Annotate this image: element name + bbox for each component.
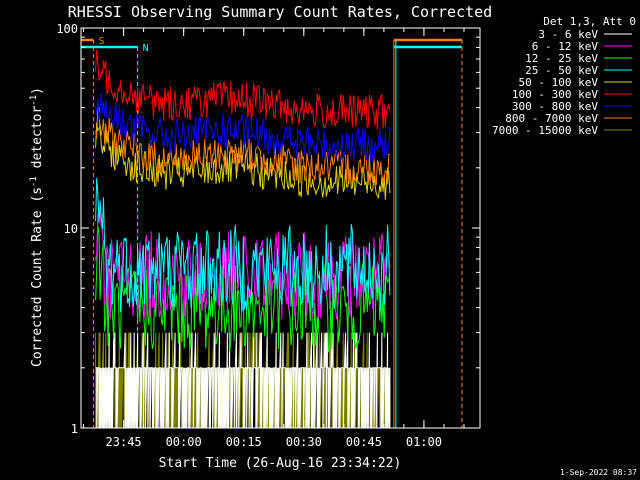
x-tick-label: 00:45 [346,435,382,449]
legend-label: 7000 - 15000 keV [492,124,598,137]
legend-label: 25 - 50 keV [525,64,598,77]
y-tick-label: 100 [56,22,78,36]
y-axis-label: Corrected Count Rate (s-1 detector-1) [29,87,45,367]
series-line-800-7000kev [95,105,391,186]
svg-text:Corrected Count Rate (s-1 dete: Corrected Count Rate (s-1 detector-1) [29,87,45,367]
footer-timestamp: 1-Sep-2022 08:37 [560,468,637,477]
y-tick-label: 1 [71,422,78,436]
legend-title: Det 1,3, Att 0 [543,15,636,28]
y-label-sup2: -1 [29,95,39,106]
legend-label: 12 - 25 keV [525,52,598,65]
legend-label: 6 - 12 keV [532,40,599,53]
x-tick-label: 00:30 [286,435,322,449]
series-line-25-50kev [95,177,391,313]
axes: 1 10 100 23:45 00:00 00:15 00:30 00:45 01:00 [56,22,481,449]
x-tick-label: 00:00 [166,435,202,449]
x-tick-label: 23:45 [106,435,142,449]
x-tick-label: 01:00 [406,435,442,449]
y-label-mid: detector [30,106,45,177]
series-line-50-100kev [95,122,391,200]
legend-label: 300 - 800 keV [512,100,598,113]
series-line-3-6kev [95,332,391,429]
flag-label-s: S [99,36,105,47]
x-tick-label: 00:15 [226,435,262,449]
y-tick-label: 10 [64,222,78,236]
legend-label: 100 - 300 keV [512,88,598,101]
legend-label: 50 - 100 keV [519,76,599,89]
legend-label: 3 - 6 keV [538,28,598,41]
chart-title: RHESSI Observing Summary Count Rates, Co… [68,3,492,21]
y-label-main: Corrected Count Rate (s [30,187,45,367]
flag-label-n: N [143,43,149,54]
plot-area: SN [81,36,463,429]
x-axis-label: Start Time (26-Aug-16 23:34:22) [159,456,402,471]
series-line-100-300kev [95,49,391,130]
legend-label: 800 - 7000 keV [505,112,598,125]
y-label-sup1: -1 [29,176,39,187]
series-line-300-800kev [95,92,391,163]
y-label-end: ) [30,87,45,95]
